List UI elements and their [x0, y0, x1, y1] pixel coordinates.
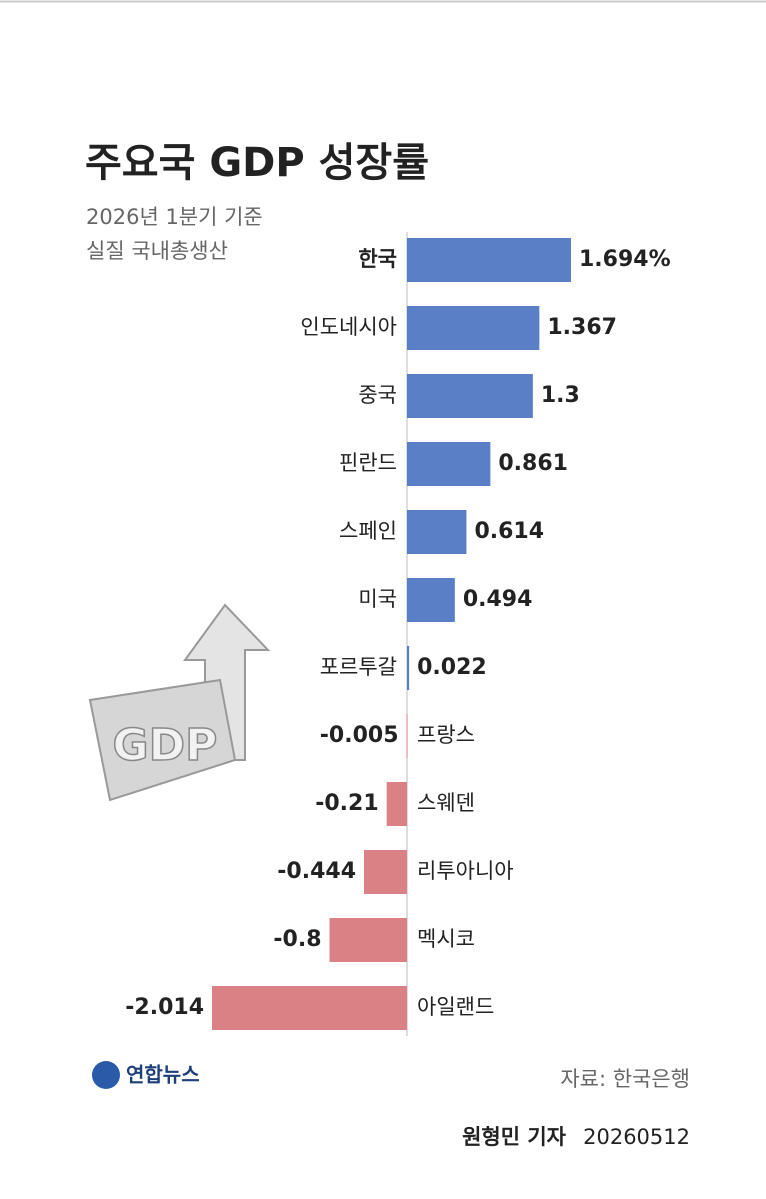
bar	[407, 374, 533, 418]
source: 자료: 한국은행	[560, 1067, 690, 1091]
bar	[212, 986, 407, 1030]
category-label: 프랑스	[417, 723, 475, 747]
icon-block	[88, 678, 237, 802]
category-label: 미국	[358, 587, 397, 611]
category-label: 스페인	[339, 519, 397, 543]
value-label: -2.014	[125, 995, 204, 1020]
byline-date: 20260512	[583, 1125, 690, 1149]
byline-name: 원형민 기자	[462, 1125, 567, 1149]
bar	[407, 646, 410, 690]
value-label: -0.005	[320, 723, 399, 748]
value-label: 0.022	[417, 655, 487, 680]
logo: 연합뉴스	[126, 1063, 200, 1087]
category-label: 한국	[358, 247, 397, 271]
category-label: 핀란드	[339, 451, 397, 475]
chart-title: 주요국 GDP 성장률	[85, 140, 429, 186]
bar	[407, 238, 572, 282]
value-label: 0.861	[498, 451, 568, 476]
icon-text: GDP	[113, 720, 218, 771]
value-label: 1.367	[547, 315, 617, 340]
category-label: 포르투갈	[320, 655, 397, 679]
value-label: -0.8	[273, 927, 321, 952]
category-label: 리투아니아	[417, 859, 514, 883]
value-label: 1.3	[541, 383, 580, 408]
subtitle: 2026년 1분기 기준	[86, 205, 263, 229]
bar	[386, 782, 407, 826]
gdp-icon: GDP	[88, 603, 271, 802]
bar	[329, 918, 407, 962]
value-label: -0.21	[315, 791, 378, 816]
bar	[406, 714, 408, 758]
category-label: 아일랜드	[417, 995, 494, 1019]
bar	[407, 306, 540, 350]
logo-mark	[92, 1061, 120, 1089]
value-label: 1.694%	[579, 247, 671, 272]
value-label: 0.494	[463, 587, 533, 612]
value-label: -0.444	[277, 859, 356, 884]
subtitle: 실질 국내총생산	[86, 239, 228, 263]
bar	[407, 510, 467, 554]
category-label: 스웨덴	[417, 791, 475, 815]
category-label: 인도네시아	[300, 315, 397, 339]
bar	[364, 850, 407, 894]
bar	[407, 442, 491, 486]
value-label: 0.614	[474, 519, 544, 544]
bar	[407, 578, 455, 622]
category-label: 멕시코	[417, 927, 475, 951]
category-label: 중국	[358, 383, 397, 407]
